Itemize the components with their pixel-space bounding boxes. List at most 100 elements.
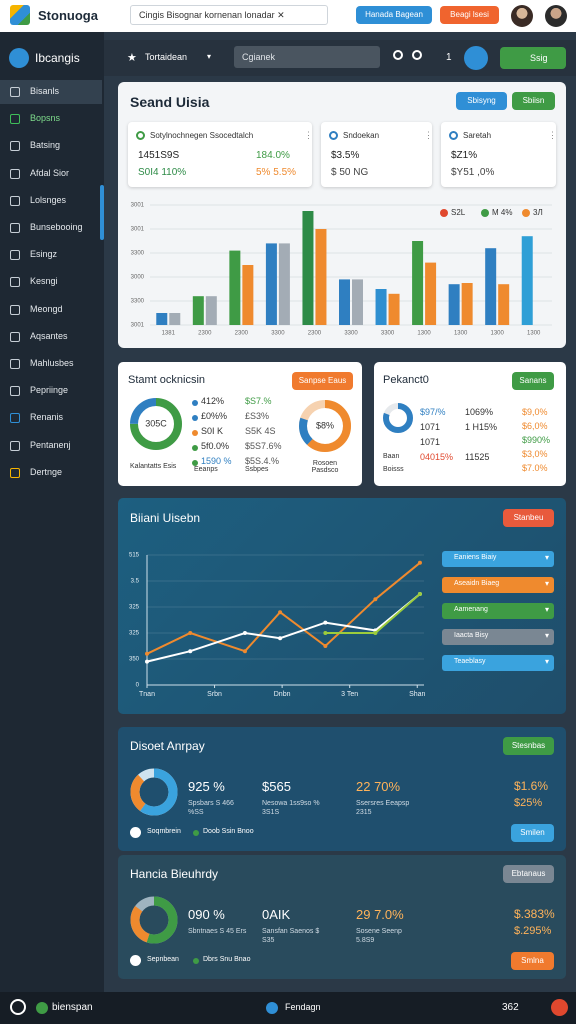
- dropdown-caret: ▾: [207, 52, 212, 61]
- panel-title: Hancia Bieuhrdy: [130, 867, 219, 881]
- panel-button[interactable]: Sanpse Eaus: [292, 372, 353, 390]
- header-button-text: Ssig: [530, 53, 548, 63]
- header-button[interactable]: Ssig: [500, 47, 566, 69]
- footer-icon: [130, 827, 141, 838]
- stat-right: $1.6%: [514, 779, 549, 793]
- card-value: 5% 5.5%: [256, 167, 297, 178]
- summary-value: $5S.4.%: [245, 456, 280, 466]
- panel-title: Disoet Anrpay: [130, 739, 205, 753]
- card-menu: ⋮: [304, 130, 313, 140]
- stat-value: $565: [262, 779, 291, 794]
- pill[interactable]: Eaniens Biaiy ▾: [442, 551, 554, 567]
- sidebar-item[interactable]: Mahlusbes: [30, 358, 74, 368]
- product-value: 1 H15%: [465, 422, 498, 432]
- pill[interactable]: Iaacta Bisy ▾: [442, 629, 554, 645]
- pill[interactable]: Aseaidn Biaeg ▾: [442, 577, 554, 593]
- bottom-left: bienspan: [52, 1002, 93, 1013]
- sidebar-item[interactable]: Dertnge: [30, 466, 63, 477]
- panel-button[interactable]: Sanans: [512, 372, 554, 390]
- sidebar-active: [0, 80, 102, 104]
- panel-title: Seand Uisia: [130, 94, 210, 110]
- sidebar-icon: [10, 467, 20, 478]
- stat-right: $25%: [514, 797, 543, 809]
- summary-value: £S3%: [245, 411, 270, 421]
- action-button[interactable]: Smlna: [511, 952, 554, 970]
- product-value: 11525: [465, 452, 490, 462]
- product-value: $7.0%: [522, 463, 548, 473]
- card: [441, 122, 556, 187]
- card-value: $3.5%: [331, 150, 360, 161]
- card-value: $Y51 ,0%: [451, 167, 495, 178]
- sidebar-item[interactable]: Pentanenj: [30, 439, 71, 450]
- card-value: $ 50 NG: [331, 167, 369, 178]
- scroll-indicator: [100, 185, 104, 240]
- donut-caption: Rosoen Pasdsco: [311, 460, 339, 474]
- sidebar-item[interactable]: Bunsebooing: [30, 222, 83, 232]
- dropdown[interactable]: Tortaidean: [145, 52, 188, 62]
- pill-text: Aamenang: [454, 606, 488, 613]
- summary-value: £0%%: [201, 411, 228, 421]
- sidebar-item[interactable]: Bopsns: [30, 113, 61, 124]
- top-button[interactable]: Beagi lsesi: [440, 6, 499, 24]
- search-icon: [393, 50, 403, 60]
- panel-button[interactable]: Stesnbas: [503, 737, 554, 755]
- stat-value: 090 %: [188, 907, 225, 922]
- panel-button[interactable]: Ebtanaus: [503, 865, 554, 883]
- sidebar-item[interactable]: Pepriinge: [30, 385, 69, 396]
- sidebar-item[interactable]: Esingz: [30, 249, 58, 260]
- card: [128, 122, 312, 187]
- sidebar-logo: [9, 48, 29, 68]
- product-value: $6,0%: [522, 421, 548, 431]
- card-value: 1451S9S: [138, 150, 180, 161]
- product-value: 1069%: [465, 407, 494, 417]
- panel: [118, 727, 566, 851]
- bottom-icon[interactable]: [551, 999, 568, 1016]
- top-button[interactable]: Hanada Bagean: [356, 6, 432, 24]
- summary-value: S0I K: [201, 426, 224, 436]
- footer-text: Doob Ssin Bnoo: [203, 828, 254, 835]
- legend-dot: [192, 415, 198, 421]
- product-value: 1071: [420, 437, 441, 447]
- sidebar-item[interactable]: Bisanls: [30, 86, 60, 96]
- card-icon: [329, 131, 338, 140]
- bottom-center: Fendagn: [285, 1002, 321, 1012]
- sidebar-item[interactable]: Batsing: [30, 140, 61, 151]
- panel-button[interactable]: Stanbeu: [503, 509, 554, 527]
- sidebar-item[interactable]: Lolsnges: [30, 194, 67, 205]
- pill-caret: ▾: [544, 631, 549, 640]
- panel-button[interactable]: Sbisyng: [456, 92, 507, 110]
- avatar[interactable]: [545, 5, 567, 27]
- summary-value: $S7.%: [245, 396, 272, 406]
- stat-right: $.295%: [514, 925, 552, 937]
- product-label: Baan: [383, 453, 400, 460]
- circle-button[interactable]: [464, 46, 488, 70]
- card-menu: ⋮: [424, 130, 433, 140]
- sidebar-item[interactable]: Renanis: [30, 412, 64, 423]
- header-search[interactable]: Cgianek: [234, 46, 380, 68]
- pill[interactable]: Teaeblasy ▾: [442, 655, 554, 671]
- sidebar-item[interactable]: Kesngi: [30, 276, 58, 287]
- pill[interactable]: Aamenang ▾: [442, 603, 554, 619]
- stat-sub: Sosene Seenp 5.8S9: [356, 928, 402, 944]
- pill-text: Iaacta Bisy: [454, 632, 489, 639]
- summary-label: Eeanps: [194, 466, 218, 473]
- bottom-bar: [0, 992, 576, 1024]
- sidebar-icon: [10, 250, 20, 261]
- avatar[interactable]: [511, 5, 533, 27]
- sidebar-item[interactable]: Afdal Sior: [30, 167, 70, 178]
- product-value: 04015%: [420, 452, 454, 462]
- stat-value: 29 7.0%: [356, 907, 404, 922]
- card-icon: [449, 131, 458, 140]
- sidebar-icon: [10, 223, 20, 233]
- product-value: $97/%: [420, 407, 446, 417]
- action-button[interactable]: Smilen: [511, 824, 554, 842]
- sidebar-item[interactable]: Meongd: [30, 303, 63, 314]
- panel-button[interactable]: Sbiisn: [512, 92, 555, 110]
- sidebar-icon: [10, 331, 20, 342]
- search-box[interactable]: Cingis Bisognar kornenan lonadar ✕: [130, 5, 328, 25]
- bottom-icon[interactable]: [10, 999, 26, 1015]
- sidebar-icon: [10, 413, 20, 424]
- product-label: Boisss: [383, 466, 404, 473]
- stat-sub: Sansfan Saenos $ S35: [262, 928, 320, 944]
- sidebar-item[interactable]: Aqsantes: [30, 330, 68, 341]
